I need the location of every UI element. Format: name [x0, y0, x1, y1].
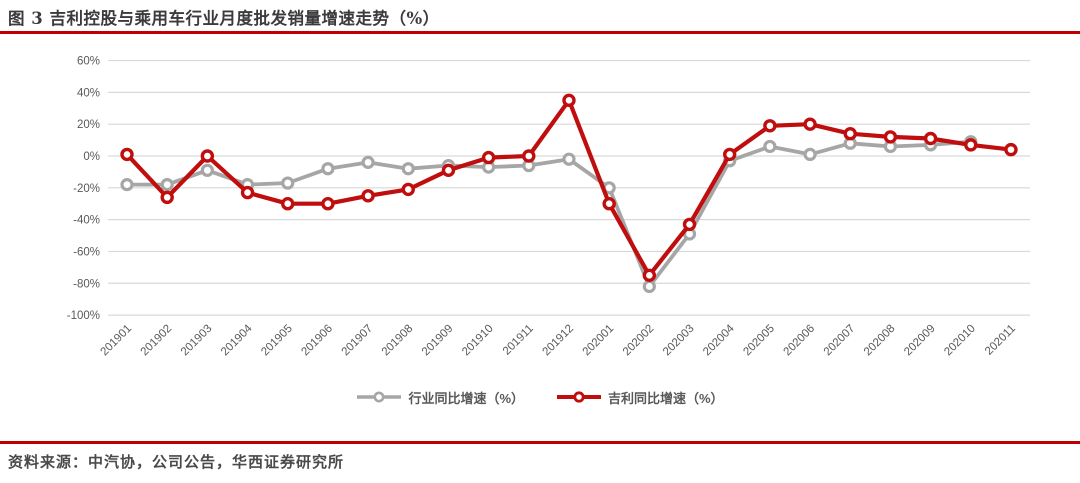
svg-text:-60%: -60% [73, 246, 100, 258]
svg-text:201907: 201907 [340, 323, 376, 359]
svg-text:-40%: -40% [73, 215, 100, 227]
legend-item-industry: 行业同比增速（%） [356, 388, 524, 407]
svg-text:0%: 0% [83, 151, 100, 163]
svg-text:202009: 202009 [902, 323, 938, 359]
geely-series-marker-icon [557, 391, 601, 403]
svg-text:201905: 201905 [259, 323, 295, 359]
svg-text:202005: 202005 [741, 323, 777, 359]
svg-text:201906: 201906 [299, 323, 335, 359]
svg-text:202008: 202008 [862, 323, 898, 359]
svg-text:20%: 20% [77, 119, 100, 131]
svg-text:202003: 202003 [661, 323, 697, 359]
svg-text:201910: 201910 [460, 323, 496, 359]
svg-text:202004: 202004 [701, 322, 737, 358]
svg-text:202001: 202001 [581, 323, 617, 359]
svg-text:202010: 202010 [942, 323, 978, 359]
svg-text:201911: 201911 [501, 323, 536, 358]
svg-text:202011: 202011 [983, 323, 1018, 358]
svg-text:202007: 202007 [822, 323, 858, 359]
chart-legend: 行业同比增速（%） 吉利同比增速（%） [0, 386, 1080, 408]
svg-text:201909: 201909 [420, 323, 456, 359]
footer-divider-rule [0, 441, 1080, 444]
svg-text:201904: 201904 [219, 322, 255, 358]
title-divider-rule [0, 31, 1080, 34]
svg-text:-100%: -100% [67, 310, 100, 322]
legend-label-geely: 吉利同比增速（%） [608, 390, 724, 406]
svg-text:40%: 40% [77, 87, 100, 99]
svg-text:201908: 201908 [380, 323, 416, 359]
source-note: 资料来源：中汽协，公司公告，华西证券研究所 [8, 453, 345, 471]
svg-text:201912: 201912 [540, 323, 576, 359]
svg-text:-80%: -80% [73, 278, 100, 290]
legend-label-industry: 行业同比增速（%） [408, 390, 524, 406]
svg-text:202006: 202006 [782, 323, 818, 359]
svg-text:60%: 60% [77, 56, 100, 68]
svg-text:-20%: -20% [73, 183, 100, 195]
industry-series-marker-icon [357, 391, 402, 403]
line-chart: 60%40%20%0%-20%-40%-60%-80%-100%201901 20… [67, 56, 1030, 359]
figure-title: 图 3 吉利控股与乘用车行业月度批发销量增速走势（%） [8, 9, 440, 28]
svg-text:201902: 201902 [139, 323, 175, 359]
svg-text:201903: 201903 [179, 323, 215, 359]
svg-text:201901: 201901 [99, 323, 135, 359]
svg-text:202002: 202002 [621, 323, 657, 359]
legend-item-geely: 吉利同比增速（%） [556, 388, 724, 407]
